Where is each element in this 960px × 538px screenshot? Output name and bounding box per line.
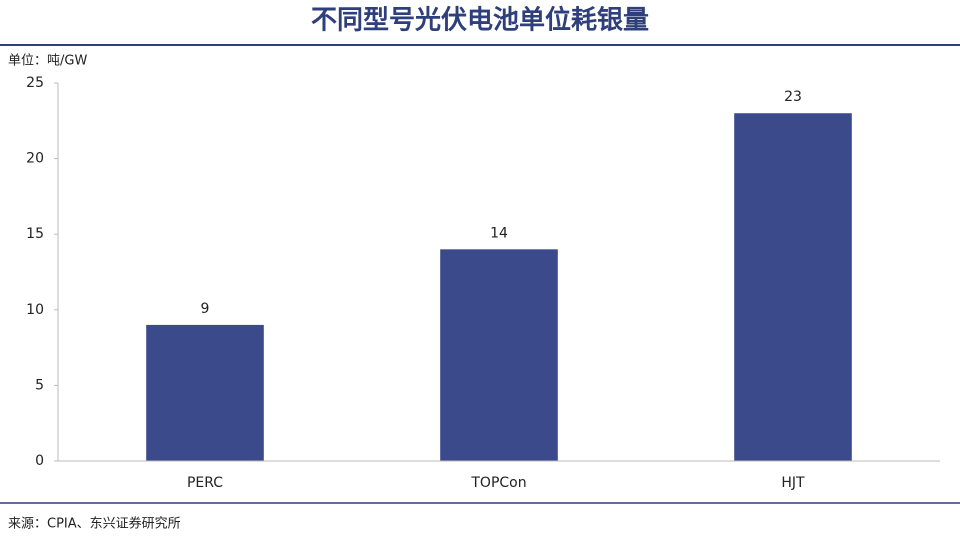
- x-tick-label: HJT: [781, 475, 805, 491]
- x-tick-label: PERC: [187, 475, 223, 491]
- y-tick-label: 10: [26, 302, 44, 318]
- x-tick-label: TOPCon: [470, 475, 526, 491]
- bar: [734, 113, 852, 462]
- chart-title: 不同型号光伏电池单位耗银量: [311, 5, 649, 36]
- y-axis-unit: 单位：吨/GW: [8, 54, 87, 69]
- bar: [440, 249, 558, 461]
- y-tick-label: 5: [35, 377, 44, 393]
- data-label: 9: [201, 301, 210, 317]
- data-label: 23: [784, 89, 802, 105]
- bar: [146, 324, 264, 461]
- y-tick-label: 0: [35, 453, 44, 469]
- y-tick-label: 25: [26, 75, 44, 91]
- y-tick-label: 20: [26, 151, 44, 167]
- data-label: 14: [490, 225, 508, 241]
- y-tick-label: 15: [26, 226, 44, 242]
- source-note: 来源：CPIA、东兴证券研究所: [8, 516, 181, 532]
